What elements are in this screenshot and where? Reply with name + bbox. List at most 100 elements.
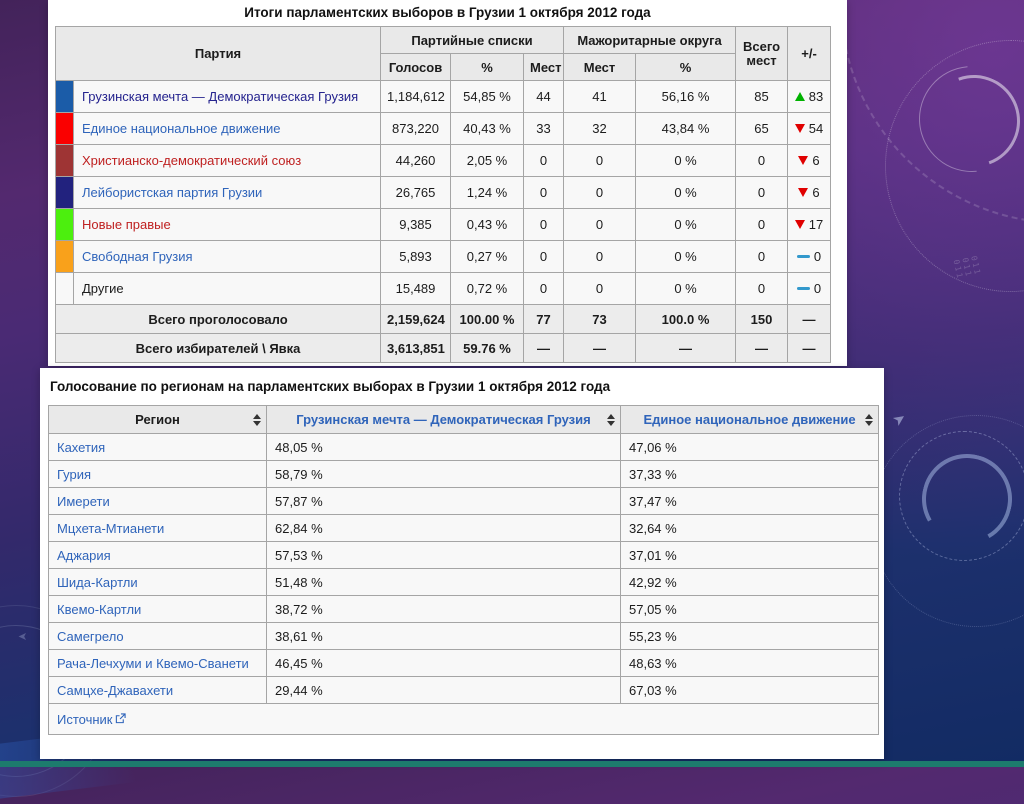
- region-link[interactable]: Кахетия: [57, 439, 106, 455]
- external-link-icon: [115, 712, 126, 723]
- bottom-accent-bar: [0, 761, 1024, 767]
- list-seats-cell: 0: [523, 208, 565, 241]
- change-cell: 0: [787, 272, 832, 305]
- region-link[interactable]: Шида-Картли: [57, 574, 138, 590]
- votes-cell: 1,184,612: [380, 80, 452, 113]
- gd-pct-cell: 46,45 %: [266, 649, 621, 677]
- region-column-header[interactable]: Регион: [48, 405, 267, 434]
- region-row: Гурия 58,79 % 37,33 %: [48, 460, 879, 488]
- maj-seats-cell: 0: [563, 272, 637, 305]
- change-indicator: 54: [794, 121, 824, 136]
- party-link[interactable]: Грузинская мечта — Демократическая Грузи…: [82, 89, 359, 104]
- party-name-cell: Христианско-демократический союз: [72, 144, 382, 177]
- sort-icon[interactable]: [253, 414, 261, 426]
- region-link[interactable]: Имерети: [57, 493, 110, 509]
- dashed-circle-decoration: [899, 431, 1024, 561]
- gd-column-header[interactable]: Грузинская мечта — Демократическая Грузи…: [266, 405, 621, 434]
- pct-cell: 0,27 %: [450, 240, 525, 273]
- gd-pct-cell: 58,79 %: [266, 460, 621, 488]
- change-cell: 54: [787, 112, 832, 145]
- tick-ring-decoration: [840, 0, 1024, 224]
- maj-pct-cell: 0 %: [635, 208, 737, 241]
- region-link[interactable]: Мцхета-Мтианети: [57, 520, 165, 536]
- arc-circle-decoration: [897, 44, 1024, 194]
- party-name-cell: Свободная Грузия: [72, 240, 382, 273]
- change-value: 17: [808, 217, 824, 232]
- sort-icon[interactable]: [865, 414, 873, 426]
- region-link[interactable]: Квемо-Картли: [57, 601, 142, 617]
- trend-down-icon: [794, 124, 805, 133]
- col-header-party-lists: Партийные списки: [380, 26, 565, 54]
- maj-seats-cell: 32: [563, 112, 637, 145]
- change-cell: 83: [787, 80, 832, 113]
- maj-pct-cell: 0 %: [635, 272, 737, 305]
- col-header-pct: %: [450, 53, 525, 81]
- party-color-swatch: [55, 208, 74, 241]
- change-value: 0: [813, 281, 822, 296]
- region-link[interactable]: Самегрело: [57, 628, 124, 644]
- trend-down-icon: [794, 220, 805, 229]
- decor-digits: 011 011 011: [951, 255, 983, 281]
- total-seats-cell: 0: [735, 240, 789, 273]
- change-indicator: 6: [794, 185, 824, 200]
- list-seats-cell: —: [523, 333, 565, 363]
- votes-cell: 2,159,624: [380, 304, 452, 334]
- list-seats-cell: 0: [523, 272, 565, 305]
- results-table-foot: Всего проголосовало 2,159,624 100.00 % 77 73…: [54, 304, 832, 363]
- maj-pct-cell: 0 %: [635, 144, 737, 177]
- party-link[interactable]: Другие: [82, 281, 124, 296]
- region-link[interactable]: Самцхе-Джавахети: [57, 682, 174, 698]
- region-row: Самегрело 38,61 % 55,23 %: [48, 622, 879, 650]
- trend-steady-icon: [796, 287, 810, 290]
- votes-cell: 3,613,851: [380, 333, 452, 363]
- region-link[interactable]: Гурия: [57, 466, 92, 482]
- total-seats-cell: 0: [735, 272, 789, 305]
- party-color-swatch: [55, 272, 74, 305]
- source-link[interactable]: Источник: [57, 711, 113, 727]
- list-seats-cell: 33: [523, 112, 565, 145]
- party-name-cell: Лейбористская партия Грузии: [72, 176, 382, 209]
- total-seats-cell: 0: [735, 208, 789, 241]
- maj-pct-cell: 100.0 %: [635, 304, 737, 334]
- gd-pct-cell: 62,84 %: [266, 514, 621, 542]
- change-cell: 0: [787, 240, 832, 273]
- region-link[interactable]: Рача-Лечхуми и Квемо-Сванети: [57, 655, 249, 671]
- region-row: Самцхе-Джавахети 29,44 % 67,03 %: [48, 676, 879, 704]
- gd-pct-cell: 51,48 %: [266, 568, 621, 596]
- party-name-cell: Единое национальное движение: [72, 112, 382, 145]
- party-row: Лейбористская партия Грузии 26,765 1,24 % 0…: [55, 176, 832, 209]
- change-value: 54: [808, 121, 824, 136]
- party-link[interactable]: Единое национальное движение: [82, 121, 281, 136]
- party-link[interactable]: Христианско-демократический союз: [82, 153, 302, 168]
- change-cell: 6: [787, 144, 832, 177]
- change-value: 83: [808, 89, 824, 104]
- total-seats-cell: —: [735, 333, 789, 363]
- maj-seats-cell: 41: [563, 80, 637, 113]
- pct-cell: 59.76 %: [450, 333, 525, 363]
- party-name-cell: Грузинская мечта — Демократическая Грузи…: [72, 80, 382, 113]
- total-seats-cell: 0: [735, 144, 789, 177]
- unm-pct-cell: 67,03 %: [620, 676, 879, 704]
- party-link[interactable]: Новые правые: [82, 217, 171, 232]
- col-header-seats: Мест: [523, 53, 565, 81]
- maj-pct-cell: —: [635, 333, 737, 363]
- party-link[interactable]: Лейбористская партия Грузии: [82, 185, 263, 200]
- region-name-cell: Шида-Картли: [48, 568, 267, 596]
- results-panel: Итоги парламентских выборов в Грузии 1 о…: [48, 0, 847, 366]
- votes-cell: 26,765: [380, 176, 452, 209]
- party-link[interactable]: Свободная Грузия: [82, 249, 193, 264]
- list-seats-cell: 77: [523, 304, 565, 334]
- pct-cell: 40,43 %: [450, 112, 525, 145]
- pct-cell: 54,85 %: [450, 80, 525, 113]
- arc-circle-decoration: [911, 443, 1023, 555]
- unm-pct-cell: 42,92 %: [620, 568, 879, 596]
- totals-row: Всего проголосовало 2,159,624 100.00 % 77 73…: [54, 304, 832, 334]
- change-indicator: 17: [794, 217, 824, 232]
- change-indicator: 0: [794, 281, 824, 296]
- unm-column-header[interactable]: Единое национальное движение: [620, 405, 879, 434]
- region-link[interactable]: Аджария: [57, 547, 111, 563]
- total-seats-cell: 0: [735, 176, 789, 209]
- change-indicator: 0: [794, 249, 824, 264]
- total-seats-cell: 65: [735, 112, 789, 145]
- sort-icon[interactable]: [607, 414, 615, 426]
